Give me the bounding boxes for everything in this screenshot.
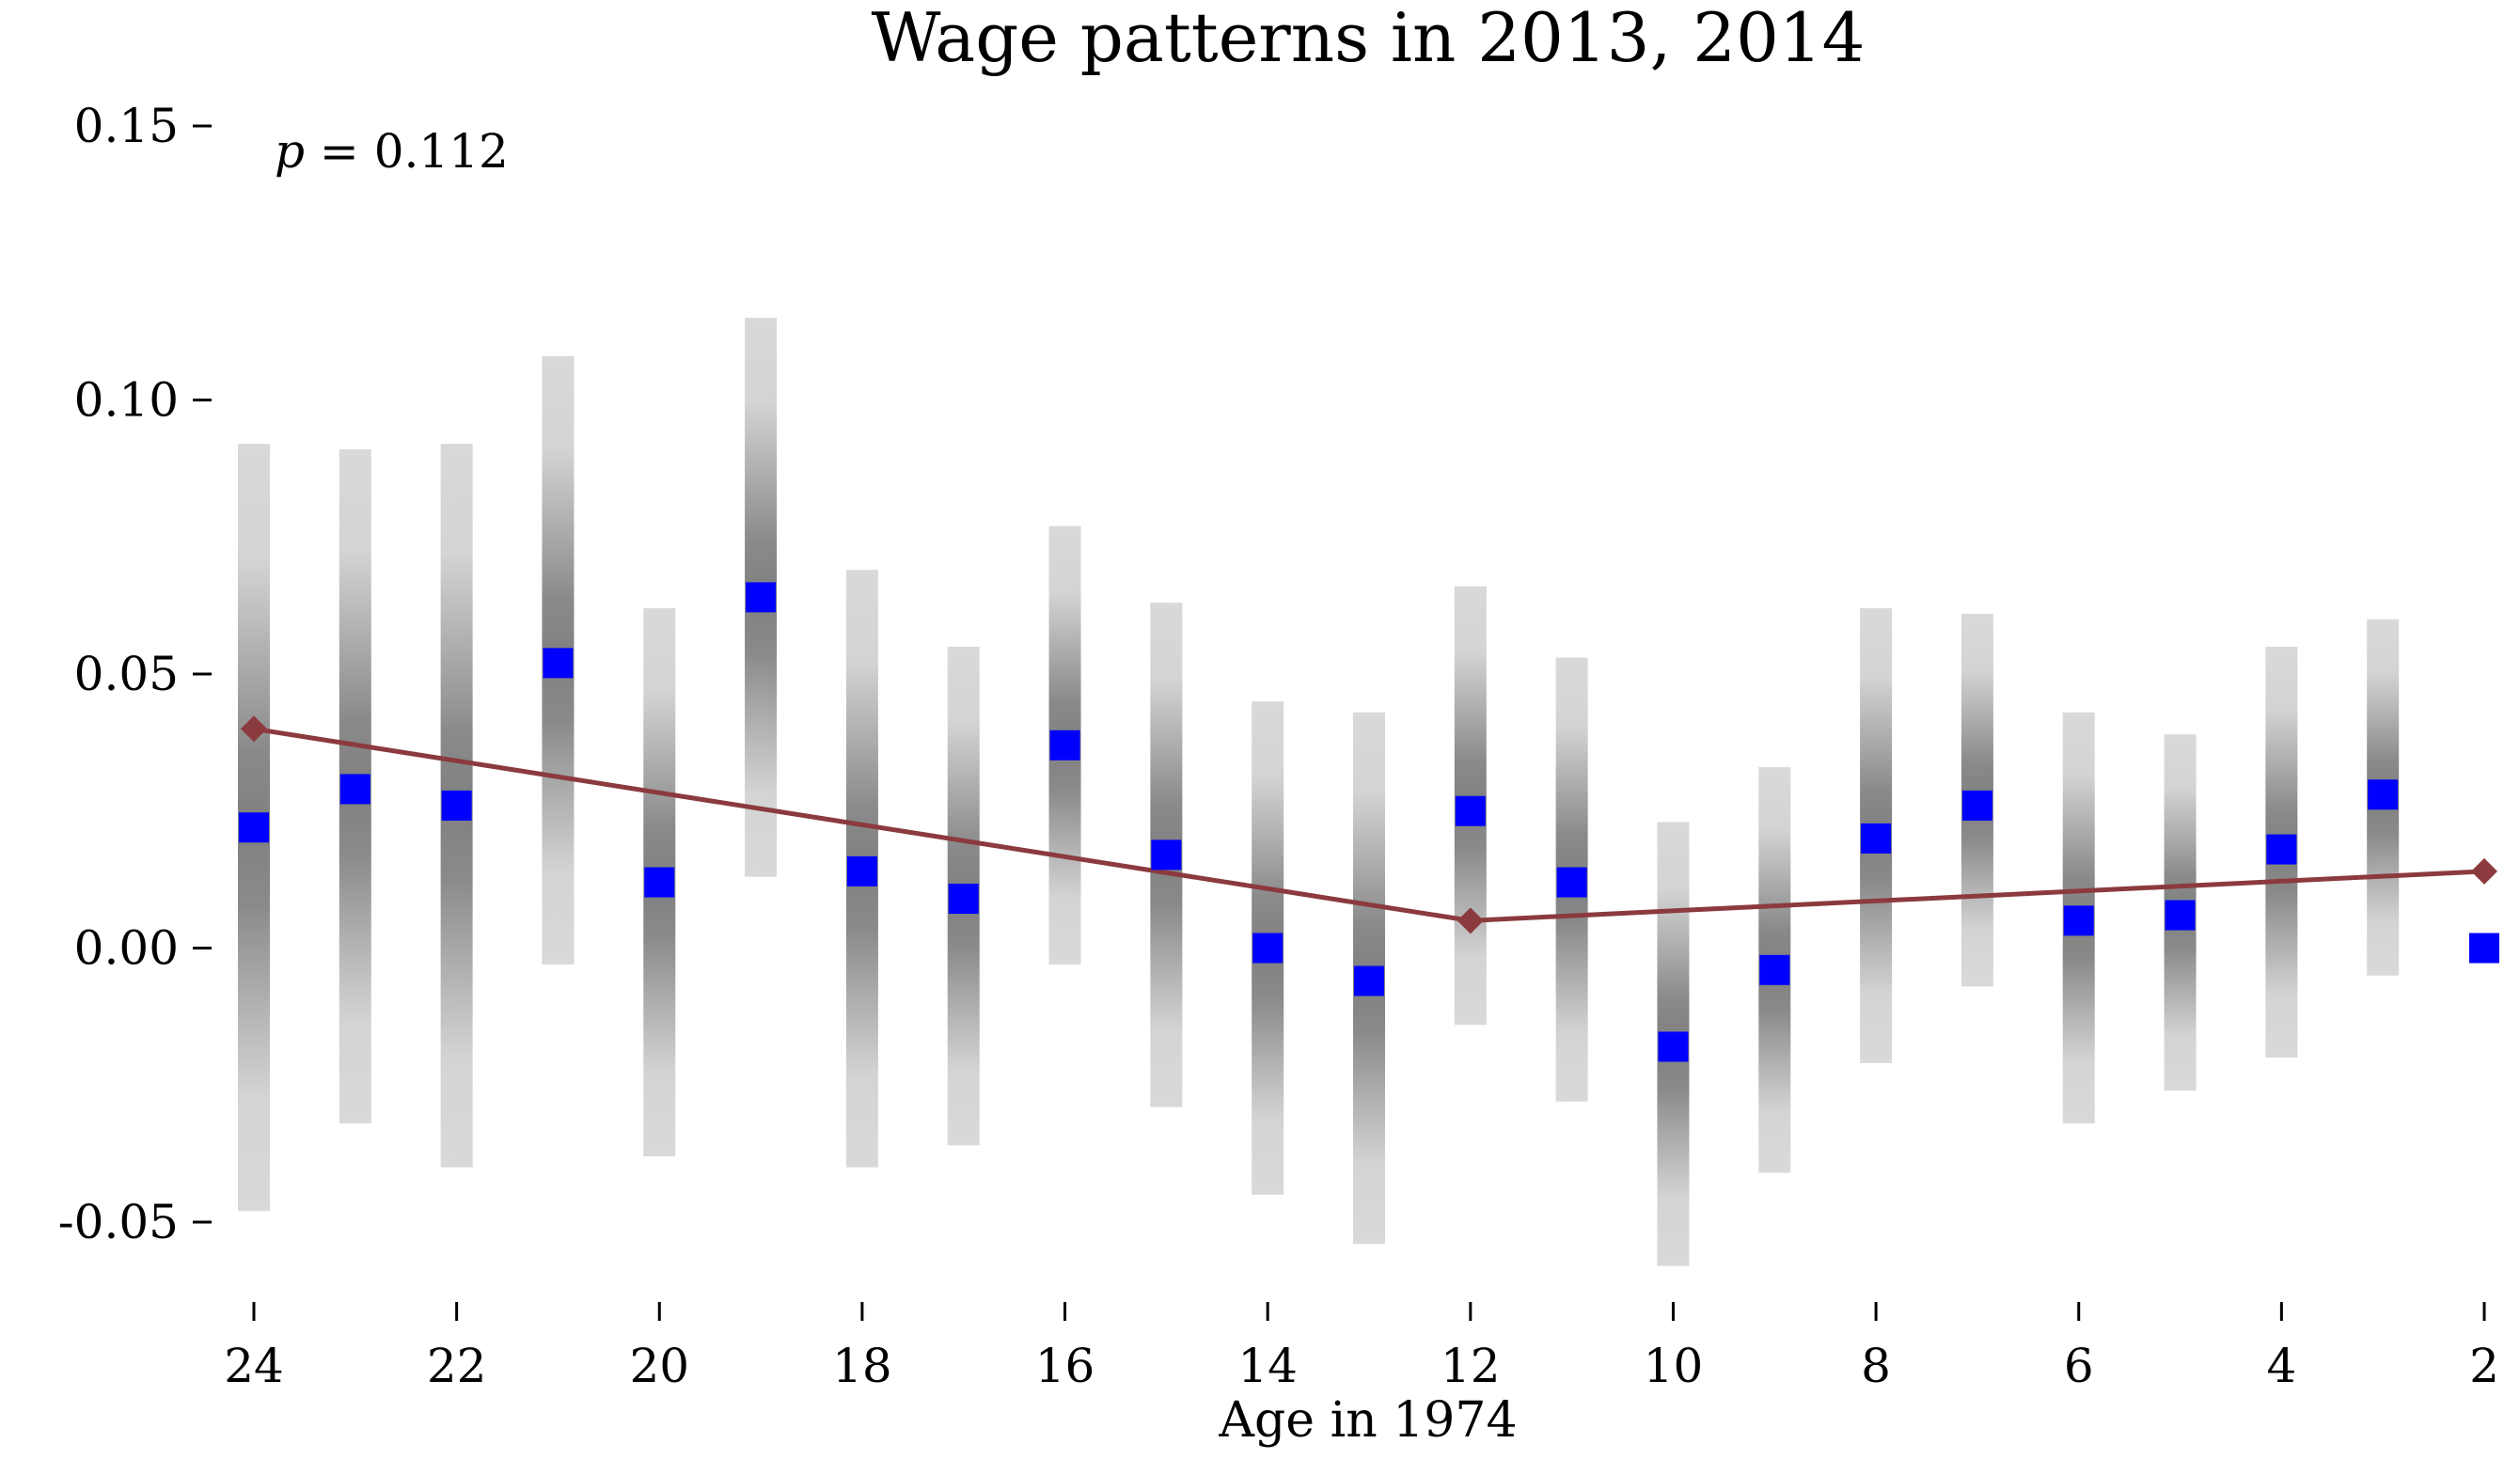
point-estimate-marker: [2165, 900, 2196, 931]
point-estimate-marker: [2266, 834, 2297, 865]
point-estimate-marker: [746, 582, 777, 613]
x-axis-label: Age in 1974: [1218, 1392, 1517, 1449]
x-tick-label: 6: [2064, 1339, 2094, 1393]
point-estimate-marker: [543, 648, 574, 679]
x-tick-label: 22: [427, 1339, 487, 1393]
chart-title: Wage patterns in 2013, 2014: [872, 0, 1866, 77]
point-estimate-marker: [239, 812, 269, 843]
fitted-line-diamond-marker: [1457, 907, 1484, 934]
point-estimate-marker: [1556, 867, 1587, 898]
point-estimate-marker: [2063, 905, 2094, 936]
point-estimate-marker: [2469, 933, 2499, 964]
x-axis: 24 22 20 18 16 14 12 10 8 6 4 2: [224, 1302, 2499, 1393]
p-value-text: = 0.112: [305, 124, 509, 179]
fitted-line-diamond-marker: [241, 715, 267, 743]
y-tick-label: 0.05: [74, 647, 179, 701]
p-value-symbol: p: [275, 124, 305, 179]
point-estimate-marker: [441, 790, 472, 821]
y-tick-label: 0.10: [74, 373, 179, 428]
x-tick-label: 2: [2469, 1339, 2499, 1393]
point-estimate-marker: [948, 884, 979, 915]
x-tick-label: 8: [1861, 1339, 1891, 1393]
point-estimate-marker: [644, 867, 675, 898]
x-tick-label: 24: [224, 1339, 284, 1393]
x-tick-label: 20: [629, 1339, 689, 1393]
point-estimate-marker: [2368, 779, 2399, 810]
x-tick-label: 18: [832, 1339, 892, 1393]
point-estimate-marker: [339, 774, 370, 805]
point-estimate-marker: [1658, 1031, 1689, 1062]
y-tick-label: 0.00: [74, 921, 179, 976]
point-estimate-marker: [1759, 954, 1790, 985]
y-tick-label: -0.05: [58, 1195, 179, 1249]
y-axis: 0.15 0.10 0.05 0.00 -0.05: [58, 99, 212, 1249]
point-estimates: [239, 582, 2499, 1062]
x-tick-label: 4: [2266, 1339, 2296, 1393]
point-estimate-marker: [1049, 730, 1080, 761]
x-tick-label: 10: [1644, 1339, 1704, 1393]
y-tick-label: 0.15: [74, 99, 179, 153]
point-estimate-marker: [1861, 823, 1892, 854]
point-estimate-marker: [1151, 839, 1182, 871]
fitted-line-diamond-marker: [2471, 857, 2497, 885]
fitted-line-series: [241, 715, 2497, 934]
point-estimate-marker: [1354, 965, 1384, 996]
x-tick-label: 16: [1035, 1339, 1095, 1393]
point-estimate-marker: [846, 855, 877, 886]
x-tick-label: 12: [1441, 1339, 1501, 1393]
point-estimate-marker: [1252, 933, 1284, 964]
confidence-bands: [238, 318, 2400, 1266]
x-tick-label: 14: [1237, 1339, 1298, 1393]
point-estimate-marker: [1961, 790, 1992, 821]
p-value-annotation: p = 0.112: [275, 124, 509, 179]
point-estimate-marker: [1455, 795, 1486, 826]
